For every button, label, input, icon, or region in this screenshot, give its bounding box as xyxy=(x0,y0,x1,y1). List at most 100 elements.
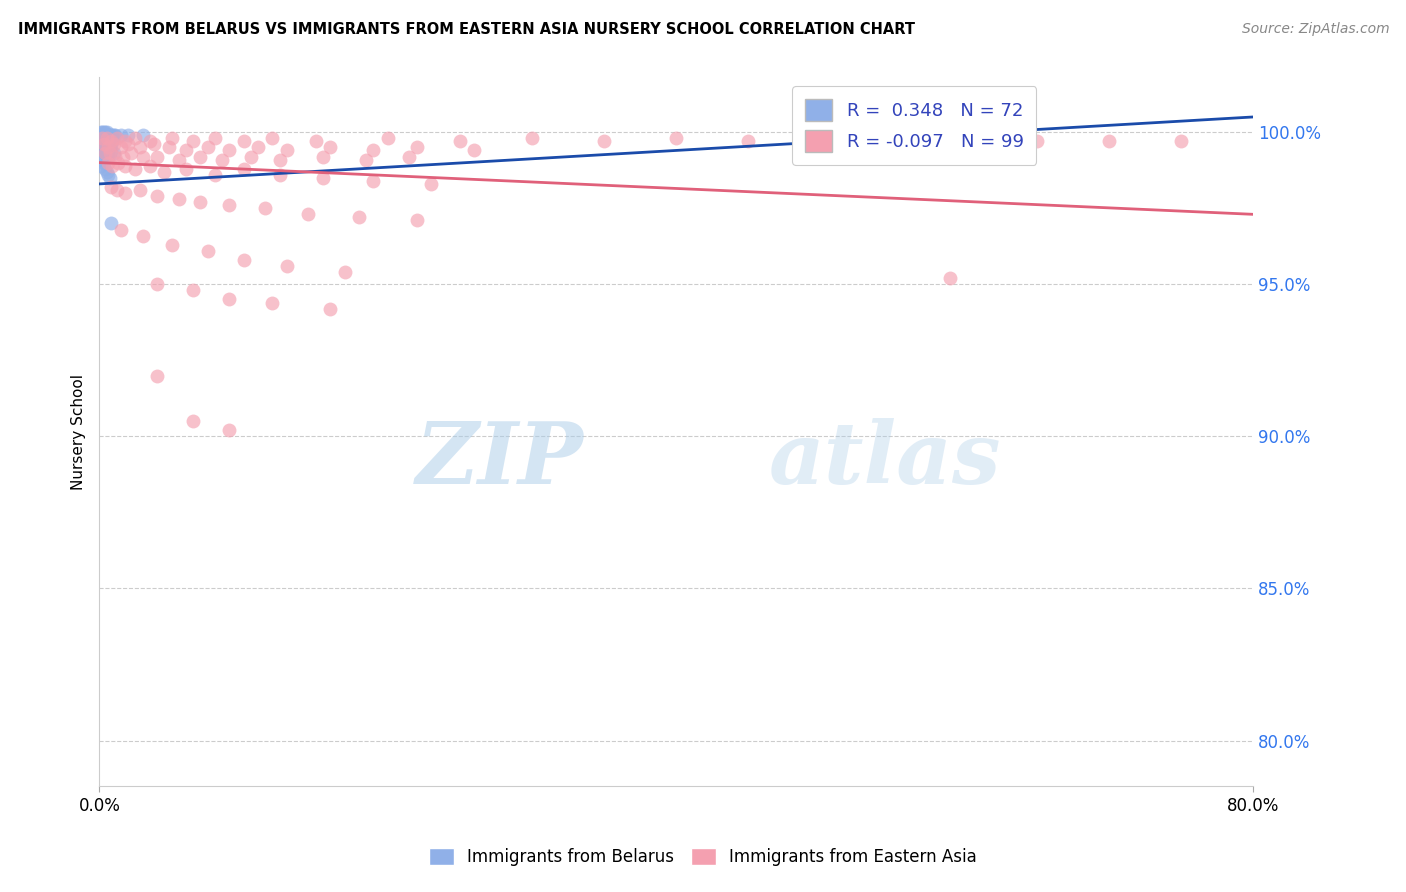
Point xyxy=(93,125,115,139)
Point xyxy=(737,134,759,148)
Point xyxy=(90,128,112,143)
Point xyxy=(146,149,169,163)
Point xyxy=(204,131,226,145)
Point xyxy=(247,140,270,154)
Point xyxy=(96,128,118,143)
Point xyxy=(363,174,385,188)
Point xyxy=(124,131,146,145)
Text: atlas: atlas xyxy=(769,418,1001,502)
Point xyxy=(100,180,122,194)
Point xyxy=(94,140,117,154)
Point xyxy=(103,146,125,161)
Point xyxy=(104,128,127,143)
Point xyxy=(97,155,120,169)
Point xyxy=(197,244,219,258)
Point xyxy=(90,137,112,152)
Point xyxy=(91,137,114,152)
Point xyxy=(117,128,139,143)
Text: ZIP: ZIP xyxy=(416,418,583,502)
Point xyxy=(91,128,114,143)
Point xyxy=(94,125,117,139)
Point xyxy=(110,140,132,154)
Point xyxy=(305,134,328,148)
Point xyxy=(211,153,233,167)
Point xyxy=(319,301,342,316)
Point xyxy=(1098,134,1121,148)
Point xyxy=(377,131,399,145)
Point xyxy=(100,144,122,158)
Point xyxy=(139,159,162,173)
Point xyxy=(97,140,120,154)
Point xyxy=(90,159,112,173)
Point xyxy=(167,192,190,206)
Point xyxy=(262,131,284,145)
Point xyxy=(94,146,117,161)
Point xyxy=(101,128,124,143)
Text: IMMIGRANTS FROM BELARUS VS IMMIGRANTS FROM EASTERN ASIA NURSERY SCHOOL CORRELATI: IMMIGRANTS FROM BELARUS VS IMMIGRANTS FR… xyxy=(18,22,915,37)
Point xyxy=(96,165,118,179)
Point xyxy=(100,216,122,230)
Point xyxy=(218,293,240,307)
Point xyxy=(232,252,254,267)
Point xyxy=(93,137,115,152)
Point xyxy=(94,137,117,152)
Point xyxy=(167,153,190,167)
Point xyxy=(153,165,176,179)
Point xyxy=(100,128,122,143)
Point xyxy=(105,131,128,145)
Point xyxy=(96,146,118,161)
Point xyxy=(160,131,183,145)
Point xyxy=(114,134,136,148)
Point xyxy=(94,146,117,161)
Point xyxy=(139,134,162,148)
Point xyxy=(96,149,118,163)
Point xyxy=(111,149,134,163)
Point xyxy=(103,128,125,143)
Point xyxy=(124,161,146,176)
Point xyxy=(91,125,114,139)
Point xyxy=(93,144,115,158)
Point xyxy=(96,131,118,145)
Point xyxy=(90,125,112,139)
Point xyxy=(174,161,197,176)
Point xyxy=(204,168,226,182)
Point xyxy=(160,237,183,252)
Point xyxy=(91,144,114,158)
Point xyxy=(100,134,122,148)
Point xyxy=(262,295,284,310)
Point xyxy=(101,159,124,173)
Point xyxy=(94,128,117,143)
Point xyxy=(232,134,254,148)
Point xyxy=(276,259,298,273)
Point xyxy=(131,228,153,243)
Point xyxy=(110,128,132,143)
Point xyxy=(91,134,114,148)
Point xyxy=(405,140,427,154)
Point xyxy=(120,146,142,161)
Point xyxy=(312,149,335,163)
Point xyxy=(97,144,120,158)
Point xyxy=(665,131,688,145)
Point xyxy=(463,144,485,158)
Point xyxy=(94,131,117,145)
Point xyxy=(174,144,197,158)
Point xyxy=(297,207,319,221)
Point xyxy=(104,149,127,163)
Point xyxy=(114,186,136,200)
Point xyxy=(143,137,166,152)
Point xyxy=(146,368,169,383)
Point xyxy=(181,134,204,148)
Point xyxy=(97,149,120,163)
Point xyxy=(146,277,169,292)
Point xyxy=(110,222,132,236)
Point xyxy=(232,161,254,176)
Point xyxy=(91,131,114,145)
Legend: Immigrants from Belarus, Immigrants from Eastern Asia: Immigrants from Belarus, Immigrants from… xyxy=(420,840,986,875)
Point xyxy=(939,271,962,285)
Point xyxy=(98,140,121,154)
Point xyxy=(354,153,377,167)
Point xyxy=(94,128,117,143)
Point xyxy=(128,183,150,197)
Point xyxy=(449,134,471,148)
Point xyxy=(93,128,115,143)
